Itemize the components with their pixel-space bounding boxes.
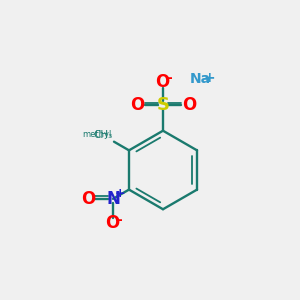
Text: +: + <box>203 71 215 85</box>
Text: O: O <box>81 190 95 208</box>
Text: O: O <box>182 96 196 114</box>
Text: CH₃: CH₃ <box>93 130 112 140</box>
Text: N: N <box>106 190 120 208</box>
Text: -: - <box>167 71 172 85</box>
Text: methyl: methyl <box>82 130 112 140</box>
Text: +: + <box>114 187 125 200</box>
Text: -: - <box>117 213 122 227</box>
Text: O: O <box>105 214 119 232</box>
Text: O: O <box>130 96 144 114</box>
Text: Na: Na <box>190 72 211 86</box>
Text: O: O <box>155 73 169 91</box>
Text: S: S <box>157 96 169 114</box>
